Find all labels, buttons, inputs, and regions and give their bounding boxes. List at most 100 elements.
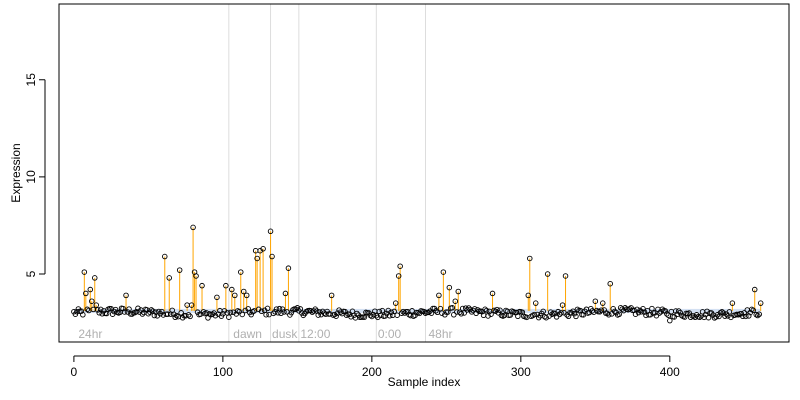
data-point xyxy=(267,228,274,235)
data-point xyxy=(676,308,682,314)
data-point xyxy=(525,292,532,299)
data-point xyxy=(729,300,736,306)
data-point xyxy=(488,311,494,317)
y-tick-label: 5 xyxy=(24,270,38,277)
data-point xyxy=(200,309,207,315)
data-point xyxy=(203,310,210,316)
data-point xyxy=(109,311,116,317)
data-point xyxy=(236,308,243,315)
data-point xyxy=(229,286,235,293)
data-point xyxy=(704,308,710,315)
data-point xyxy=(190,224,196,231)
axes: 0 100 200 300 400 5 10 15 xyxy=(24,3,790,379)
annotation-label: 12:00 xyxy=(300,327,330,341)
data-point xyxy=(151,312,158,319)
data-point xyxy=(209,311,216,317)
data-point xyxy=(592,298,599,304)
data-point xyxy=(239,311,245,318)
data-point xyxy=(159,308,165,315)
data-point xyxy=(178,310,184,316)
data-point xyxy=(243,292,250,299)
data-point xyxy=(540,308,546,315)
data-point xyxy=(451,312,457,318)
data-point xyxy=(632,311,639,317)
data-point xyxy=(129,311,135,317)
data-point xyxy=(440,269,447,275)
data-points xyxy=(71,224,764,324)
data-point xyxy=(315,312,321,318)
x-axis-title: Sample index xyxy=(388,375,461,389)
data-point xyxy=(139,311,146,317)
data-point xyxy=(600,300,606,306)
data-point xyxy=(223,282,229,289)
data-point xyxy=(187,313,193,320)
data-point xyxy=(601,307,608,313)
data-point xyxy=(555,308,561,315)
data-point xyxy=(89,298,95,304)
annotation-label: 0:00 xyxy=(378,327,402,341)
data-point xyxy=(494,306,500,313)
data-point xyxy=(260,246,266,252)
data-point xyxy=(664,311,670,317)
data-point xyxy=(719,309,725,315)
data-point xyxy=(370,311,377,318)
y-axis-title: Expression xyxy=(9,143,23,202)
data-point xyxy=(94,307,101,313)
data-point xyxy=(741,310,748,316)
data-point xyxy=(84,306,91,313)
data-point xyxy=(482,306,488,313)
data-point xyxy=(162,253,168,260)
data-point xyxy=(574,306,581,313)
data-point xyxy=(544,271,551,277)
reference-lines xyxy=(228,4,426,342)
data-point xyxy=(193,273,199,279)
data-point xyxy=(379,307,386,314)
data-point xyxy=(294,305,301,311)
x-tick-label: 100 xyxy=(213,365,233,379)
data-point xyxy=(559,302,566,308)
data-point xyxy=(445,309,451,315)
data-point xyxy=(425,309,432,316)
data-point xyxy=(565,313,572,320)
data-point xyxy=(354,310,360,317)
plot-frame xyxy=(58,3,790,343)
data-point xyxy=(571,310,578,317)
data-point xyxy=(455,288,462,295)
data-point xyxy=(497,307,503,314)
data-point xyxy=(726,309,733,315)
data-point xyxy=(226,314,232,320)
data-point xyxy=(172,314,178,321)
data-point xyxy=(397,263,403,269)
data-point xyxy=(461,310,467,316)
data-point xyxy=(754,312,761,319)
data-point xyxy=(436,292,442,299)
data-point xyxy=(605,312,612,318)
data-point xyxy=(598,307,605,313)
data-point xyxy=(254,255,260,262)
x-tick-label: 0 xyxy=(71,365,78,379)
data-point xyxy=(667,317,673,324)
data-point xyxy=(543,314,549,321)
data-point xyxy=(662,308,669,314)
data-point xyxy=(385,307,391,314)
data-point xyxy=(442,312,448,318)
data-point xyxy=(474,307,481,313)
data-point xyxy=(433,308,439,314)
data-point xyxy=(532,300,539,306)
data-point xyxy=(214,294,220,301)
data-point xyxy=(653,312,660,319)
data-point xyxy=(452,298,459,304)
data-point xyxy=(597,309,603,315)
data-point xyxy=(647,311,654,318)
data-point xyxy=(465,305,472,311)
data-point xyxy=(446,284,453,291)
data-point xyxy=(281,309,287,315)
data-point xyxy=(428,310,435,316)
data-point xyxy=(269,253,275,260)
data-point xyxy=(238,269,244,275)
data-point xyxy=(188,302,195,308)
data-point xyxy=(80,312,86,318)
data-point xyxy=(264,305,271,312)
